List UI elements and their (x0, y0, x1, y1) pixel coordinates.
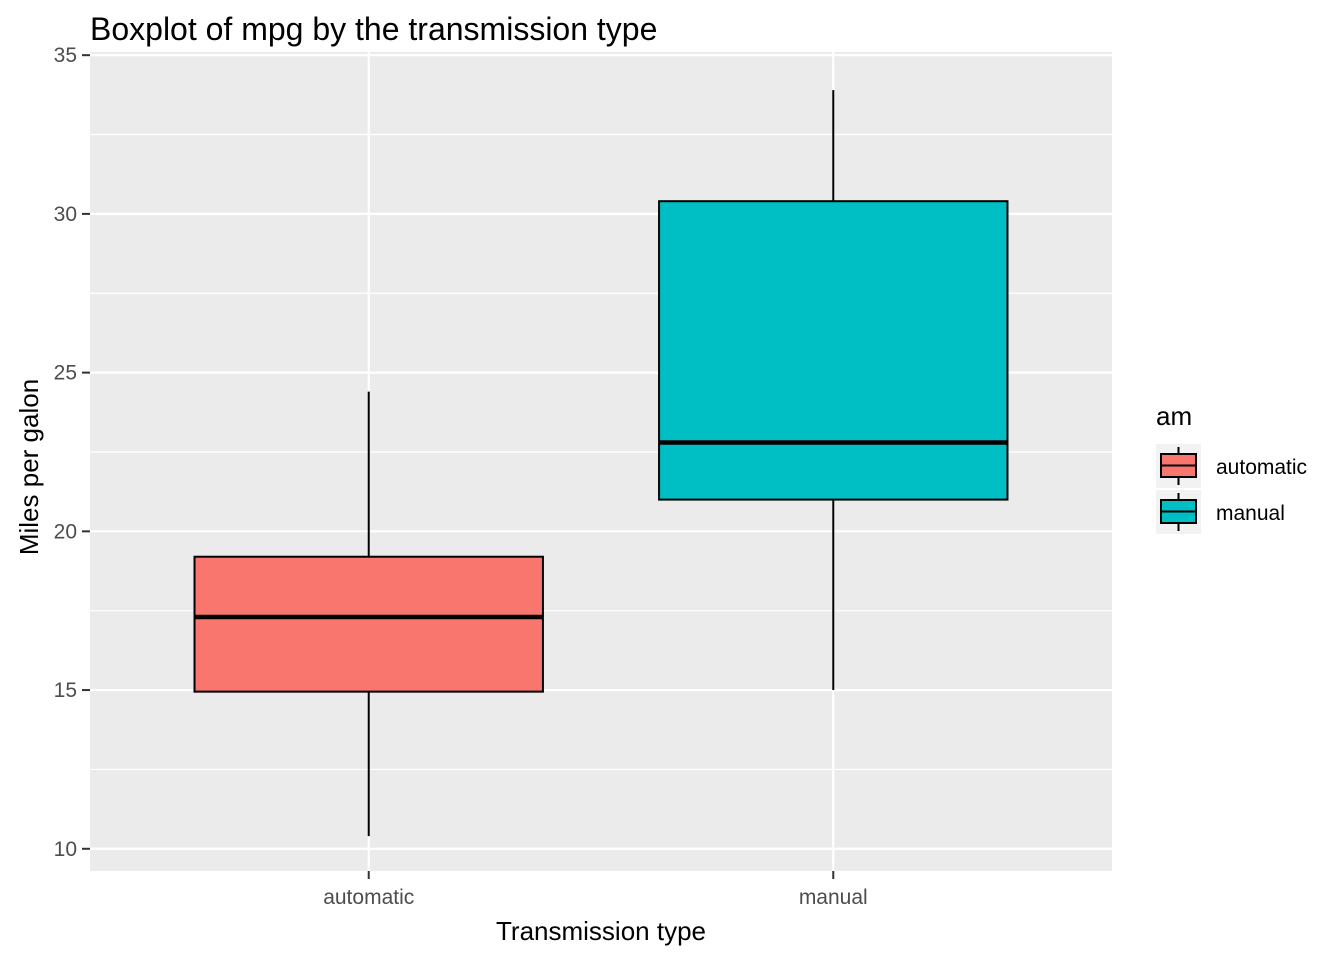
y-tick-label: 20 (54, 520, 77, 543)
x-axis: automatic manual (323, 871, 868, 909)
y-axis-title: Miles per galon (14, 379, 44, 555)
legend-title: am (1156, 401, 1192, 431)
box-manual (658, 90, 1009, 691)
x-axis-title: Transmission type (496, 916, 706, 946)
y-tick-label: 15 (54, 679, 77, 702)
legend-key-manual: manual (1156, 490, 1285, 534)
boxes (193, 90, 1009, 837)
x-tick-label: automatic (323, 886, 414, 909)
y-tick-label: 30 (54, 203, 77, 226)
y-axis: 10 15 20 25 30 35 (54, 44, 90, 861)
legend: am automatic manual (1156, 401, 1307, 534)
y-tick-label: 10 (54, 838, 77, 861)
legend-key-automatic: automatic (1156, 444, 1307, 488)
box-automatic (193, 391, 544, 837)
box-iqr (658, 200, 1009, 501)
x-tick-label: manual (799, 886, 868, 909)
legend-label: manual (1216, 502, 1285, 525)
y-tick-label: 35 (54, 44, 77, 67)
legend-label: automatic (1216, 456, 1307, 479)
box-iqr (193, 555, 544, 693)
chart-title: Boxplot of mpg by the transmission type (90, 11, 657, 47)
y-tick-label: 25 (54, 362, 77, 385)
